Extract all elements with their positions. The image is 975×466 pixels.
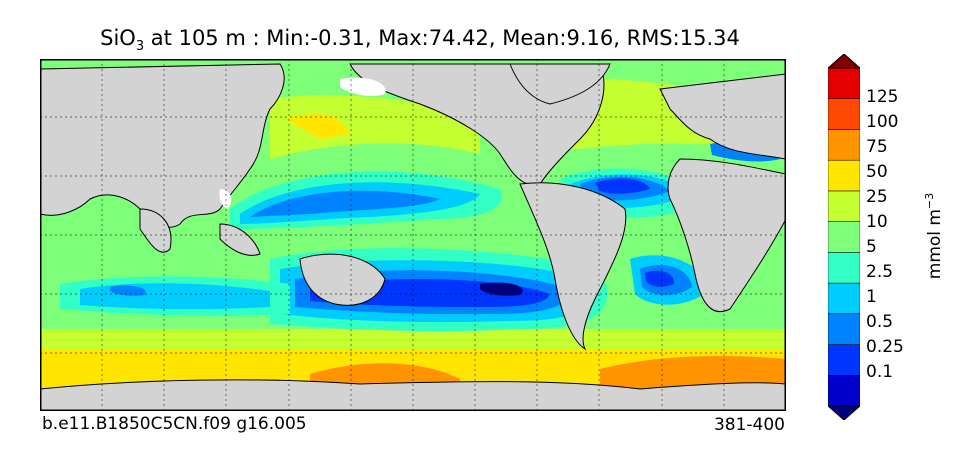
colorbar-tick: 5 (866, 237, 877, 257)
map-frame (40, 59, 786, 411)
colorbar-segment (828, 190, 860, 222)
colorbar-extend-max (828, 54, 860, 69)
colorbar-tick: 125 (866, 87, 899, 107)
colorbar-tick: 1 (866, 287, 877, 307)
title-subscript: 3 (135, 39, 145, 55)
colorbar-extend-min (828, 405, 860, 420)
colorbar-segment (828, 252, 860, 284)
colorbar-unit: mmol m−3 (923, 192, 945, 280)
year-range: 381-400 (713, 415, 785, 435)
colorbar-segment (828, 98, 860, 130)
colorbar-tick: 100 (866, 112, 899, 132)
colorbar-segment (828, 313, 860, 345)
plot-title: SiO3 at 105 m : Min:-0.31, Max:74.42, Me… (40, 26, 800, 54)
colorbar-tick: 25 (866, 187, 888, 207)
colorbar-segment (828, 221, 860, 253)
colorbar-tick: 2.5 (866, 262, 894, 282)
colorbar-tick: 75 (866, 137, 888, 157)
colorbar-segment (828, 282, 860, 315)
colorbar-segment (828, 67, 860, 99)
colorbar-tick: 0.1 (866, 362, 894, 382)
title-stats: at 105 m : Min:-0.31, Max:74.42, Mean:9.… (144, 26, 740, 50)
colorbar-tick: 0.25 (866, 337, 904, 357)
case-name: b.e11.B1850C5CN.f09 g16.005 (42, 414, 307, 434)
title-species: SiO (100, 26, 136, 50)
colorbar-segment (828, 375, 860, 407)
colorbar-segment (828, 159, 860, 192)
colorbar (828, 54, 860, 420)
colorbar-tick: 10 (866, 212, 888, 232)
colorbar-segment (828, 344, 860, 376)
colorbar-segment (828, 129, 860, 161)
colorbar-tick: 0.5 (866, 312, 894, 332)
silicate-map (40, 59, 786, 411)
colorbar-tick: 50 (866, 162, 888, 182)
